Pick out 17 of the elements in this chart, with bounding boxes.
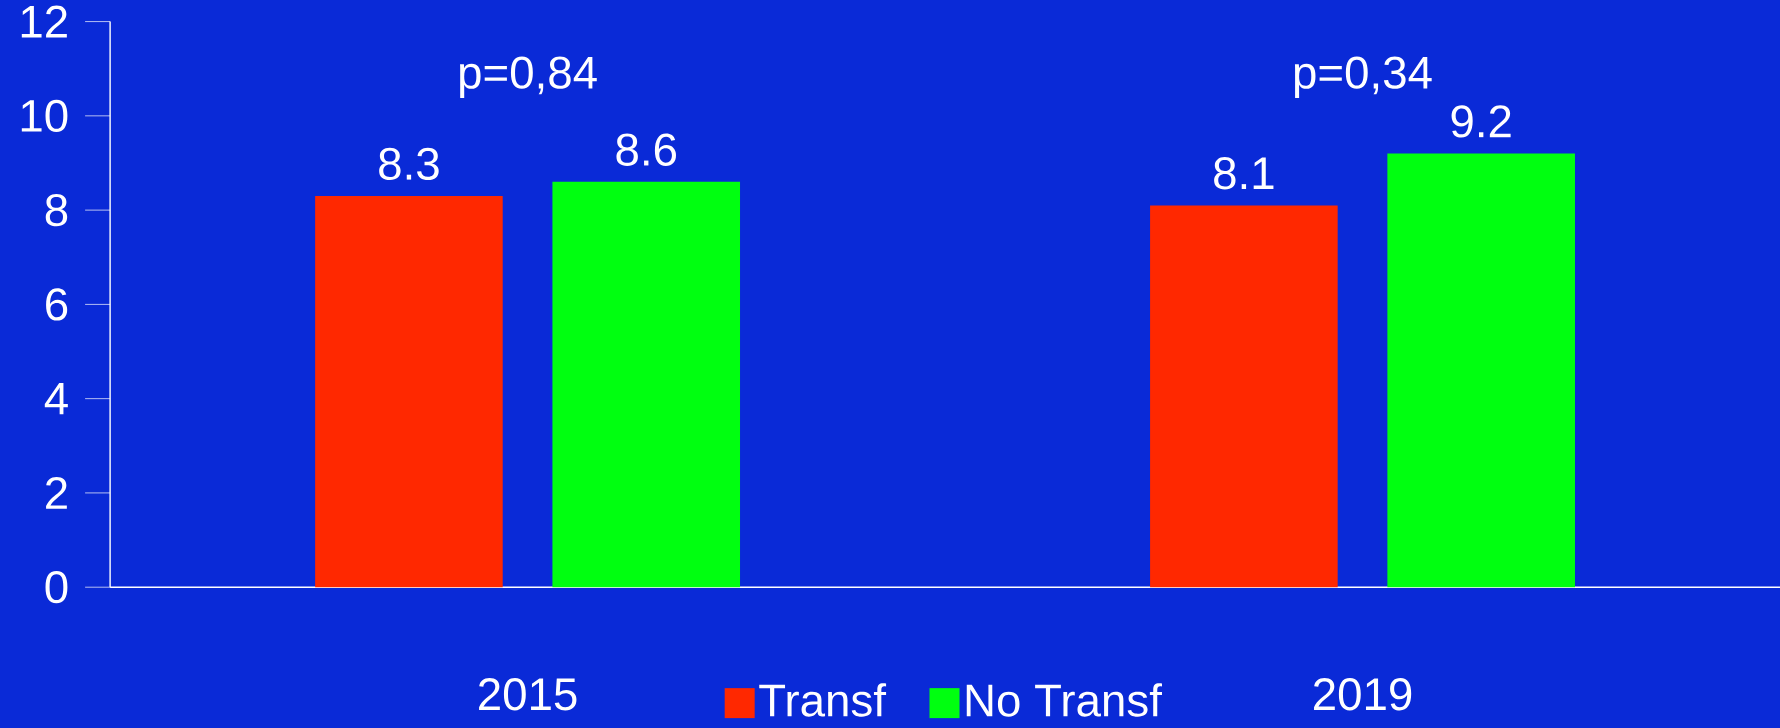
annotation: p=0,84 <box>460 56 597 98</box>
data-label: 9.2 <box>1451 105 1511 138</box>
annotation: p=0,34 <box>1294 56 1432 98</box>
y-tick-label: 2 <box>46 476 67 509</box>
legend-label: No Transf <box>966 683 1162 717</box>
y-tick-label: 10 <box>21 99 68 133</box>
legend-label: Transf <box>759 683 887 717</box>
x-tick-label: 2015 <box>479 678 577 711</box>
y-tick-label: 0 <box>45 571 68 604</box>
y-tick-label: 6 <box>46 288 68 321</box>
data-label: 8.6 <box>616 133 676 166</box>
y-tick-label: 12 <box>21 5 67 38</box>
data-label: 8.1 <box>1214 157 1274 190</box>
x-tick-label: 2019 <box>1314 678 1412 711</box>
y-tick-label: 8 <box>45 193 68 227</box>
y-tick-label: 4 <box>44 382 68 415</box>
data-label: 8.3 <box>379 147 439 181</box>
